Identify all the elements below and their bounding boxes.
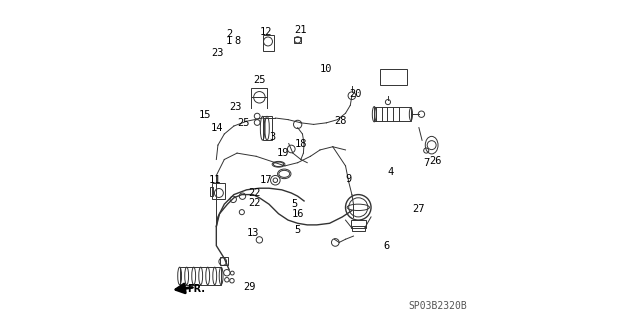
Text: 10: 10 <box>320 63 333 74</box>
Text: 8: 8 <box>234 36 240 47</box>
Text: 27: 27 <box>413 204 425 214</box>
Text: 3: 3 <box>269 132 276 142</box>
Text: 26: 26 <box>429 156 442 166</box>
Text: 19: 19 <box>277 148 289 158</box>
Text: 15: 15 <box>198 110 211 120</box>
Bar <box>220 257 228 265</box>
Text: 6: 6 <box>384 241 390 251</box>
Text: 22: 22 <box>249 188 261 198</box>
Bar <box>351 220 365 228</box>
Text: 17: 17 <box>260 175 272 185</box>
Text: 23: 23 <box>212 48 224 58</box>
Bar <box>352 226 365 231</box>
Bar <box>212 183 225 199</box>
Text: 12: 12 <box>260 27 272 37</box>
Text: 4: 4 <box>387 167 394 177</box>
Text: 25: 25 <box>237 118 250 128</box>
Text: 11: 11 <box>209 175 221 185</box>
Text: 5: 5 <box>294 225 301 235</box>
Text: 13: 13 <box>247 228 259 238</box>
Text: SP03B2320B: SP03B2320B <box>409 301 467 311</box>
Bar <box>262 35 274 51</box>
Bar <box>252 88 268 97</box>
Text: 14: 14 <box>211 122 223 133</box>
Bar <box>262 116 271 140</box>
Text: 23: 23 <box>229 102 242 112</box>
Text: 1: 1 <box>226 36 232 47</box>
Text: 22: 22 <box>249 197 261 208</box>
Bar <box>380 69 407 85</box>
Text: 2: 2 <box>226 29 232 40</box>
Text: 20: 20 <box>349 89 362 99</box>
Bar <box>294 37 301 43</box>
Text: 21: 21 <box>294 25 307 35</box>
Bar <box>180 267 221 285</box>
Text: 18: 18 <box>294 138 307 149</box>
Bar <box>210 187 213 196</box>
Text: 25: 25 <box>253 75 266 85</box>
Text: 28: 28 <box>335 116 347 126</box>
Bar <box>374 107 411 121</box>
Text: 7: 7 <box>424 158 430 168</box>
Text: 9: 9 <box>346 174 352 184</box>
Text: 16: 16 <box>291 209 304 219</box>
Text: FR.: FR. <box>188 284 205 294</box>
Text: 5: 5 <box>291 199 298 209</box>
Text: 29: 29 <box>243 282 255 292</box>
